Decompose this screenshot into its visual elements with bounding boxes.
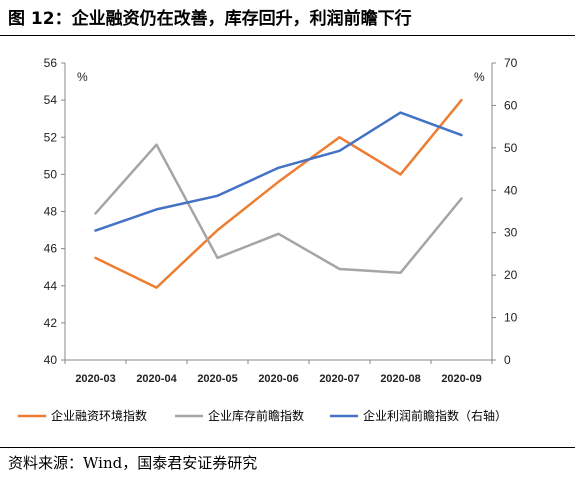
right-tick-label: 10	[504, 311, 518, 325]
right-axis-unit: %	[474, 70, 485, 84]
legend-label: 企业库存前瞻指数	[208, 408, 304, 423]
x-tick-label: 2020-09	[441, 373, 481, 385]
series-lines	[94, 98, 463, 289]
left-tick-label: 44	[44, 279, 58, 293]
left-tick-label: 50	[44, 167, 58, 181]
top-rule	[0, 35, 575, 36]
x-axis-ticks: 2020-03 2020-04 2020-05 2020-06 2020-07 2020-…	[64, 360, 493, 385]
figure-title: 图 12：企业融资仍在改善，库存回升，利润前瞻下行	[8, 9, 412, 29]
left-tick-label: 54	[44, 93, 58, 107]
left-tick-label: 46	[44, 242, 58, 256]
left-tick-label: 40	[44, 353, 58, 367]
right-tick-label: 50	[504, 141, 518, 155]
right-tick-label: 0	[504, 353, 511, 367]
x-tick-label: 2020-07	[319, 373, 359, 385]
right-tick-label: 40	[504, 183, 518, 197]
legend: 企业融资环境指数 企业库存前瞻指数 企业利润前瞻指数（右轴）	[18, 408, 507, 423]
series-line	[94, 98, 463, 289]
line-chart: 40 42 44 46 48 50 52 54 56 0 10 20 30 40 50 60 70 2020-…	[18, 56, 518, 423]
right-tick-label: 20	[504, 268, 518, 282]
series-line	[94, 143, 463, 275]
legend-label: 企业利润前瞻指数（右轴）	[363, 408, 507, 423]
right-tick-label: 60	[504, 98, 518, 112]
legend-label: 企业融资环境指数	[51, 408, 147, 423]
left-tick-label: 56	[44, 56, 58, 70]
source-note: 资料来源：Wind，国泰君安证券研究	[8, 454, 258, 472]
left-tick-label: 42	[44, 316, 58, 330]
x-tick-label: 2020-04	[136, 373, 177, 385]
right-axis-ticks: 0 10 20 30 40 50 60 70	[492, 56, 518, 367]
left-axis-unit: %	[77, 70, 88, 84]
series-line	[94, 111, 463, 232]
x-tick-label: 2020-08	[380, 373, 420, 385]
chart-axes	[64, 63, 493, 361]
bottom-rule	[0, 447, 575, 448]
right-tick-label: 70	[504, 56, 518, 70]
x-tick-label: 2020-05	[197, 373, 237, 385]
right-tick-label: 30	[504, 226, 518, 240]
left-tick-label: 52	[44, 130, 58, 144]
left-tick-label: 48	[44, 205, 58, 219]
left-axis-ticks: 40 42 44 46 48 50 52 54 56	[44, 56, 65, 367]
x-tick-label: 2020-03	[75, 373, 115, 385]
x-tick-label: 2020-06	[258, 373, 298, 385]
